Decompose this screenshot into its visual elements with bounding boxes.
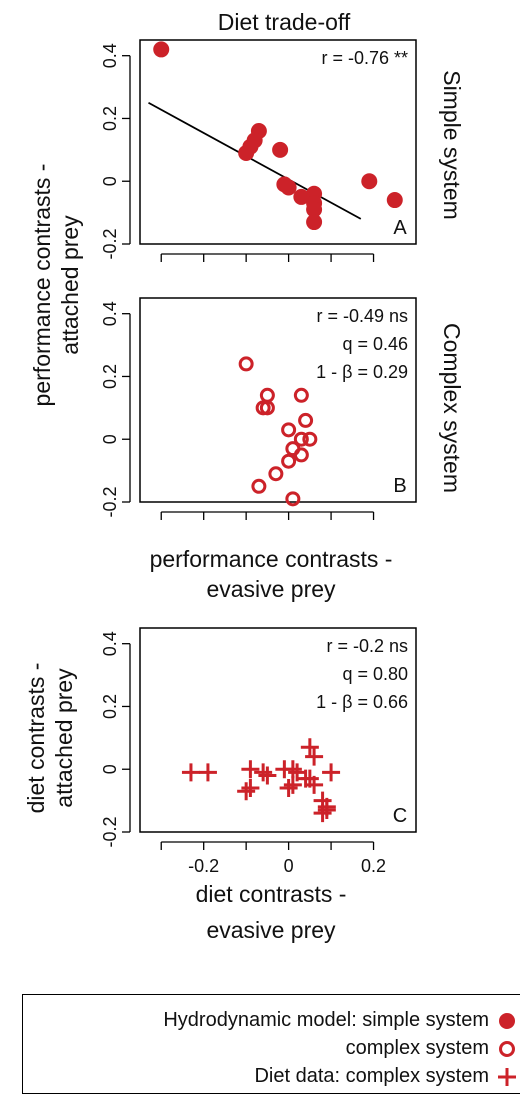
plot-frame [139,39,417,245]
regression-line [148,101,362,220]
y-tick-label: 0.4 [100,43,120,68]
data-point [298,412,314,428]
legend-row-diet: Diet data: complex system [254,1065,517,1088]
side-label-simple: Simple system [439,70,465,220]
data-point [280,179,297,196]
data-point [305,747,324,766]
panel-letter: A [393,217,407,239]
data-point [251,478,267,494]
panel-a: -0.2 0 0.2 0.4 r = -0.76 ** A [100,39,417,262]
ylabel-diet-line1: diet contrasts - [23,663,49,814]
data-point [268,466,284,482]
data-point [272,141,289,158]
data-point [293,188,310,205]
y-tick-label: 0.2 [100,106,120,131]
x-tick-label: -0.2 [188,856,219,876]
data-point [306,201,323,218]
data-point [285,491,301,507]
data-point [153,41,170,58]
data-point [293,387,309,403]
legend-plus-icon [498,1067,516,1086]
data-point [238,356,254,372]
panel-letter: C [393,805,407,827]
xlabel-diet: diet contrasts - evasive prey [196,881,347,943]
data-point [361,173,378,190]
data-point [281,422,297,438]
data-point [293,447,309,463]
side-label-complex: Complex system [439,323,465,493]
data-point [283,760,302,779]
y-tick-label: -0.2 [100,816,120,847]
legend-row-complex: complex system [346,1037,517,1060]
ylabel-diet-line2: attached prey [51,668,77,808]
plot-frame [139,627,417,833]
y-tick-label: 0.4 [100,301,120,326]
data-point [281,453,297,469]
stat-annotation: r = -0.2 ns [326,636,408,656]
plot-frame [139,297,417,503]
data-point [279,779,298,798]
stat-annotation: r = -0.49 ns [316,306,408,326]
data-point [259,400,275,416]
ylabel-performance: performance contrasts - attached prey [29,164,83,407]
stat-annotation: q = 0.46 [342,334,408,354]
ylabel-diet: diet contrasts - attached prey [23,663,77,814]
panel-letter: B [393,475,406,497]
figure-title: Diet trade-off [218,9,351,35]
y-tick-label: 0 [100,176,120,186]
y-tick-label: 0.4 [100,631,120,656]
y-tick-label: -0.2 [100,228,120,259]
legend-label-diet: Diet data: complex system [254,1065,489,1087]
legend-filled-circle-icon [499,1012,515,1029]
data-point [254,763,273,782]
data-point [317,801,336,820]
data-point [241,779,260,798]
x-tick-label: 0.2 [361,856,386,876]
data-point [238,144,255,161]
stat-annotation: 1 - β = 0.29 [316,362,408,382]
legend-box: Hydrodynamic model: simple system comple… [22,994,520,1094]
xlabel-performance-line2: evasive prey [206,576,336,602]
panel-b: -0.2 0 0.2 0.4 r = -0.49 ns q = 0.46 1 - β = 0… [100,297,417,520]
data-point [259,387,275,403]
xlabel-diet-line2: evasive prey [206,917,336,943]
legend-label-simple: Hydrodynamic model: simple system [163,1009,489,1031]
data-point [293,431,309,447]
stat-annotation: r = -0.76 ** [321,48,408,68]
data-point [300,738,319,757]
data-point [283,775,302,794]
data-point [305,775,324,794]
panel-c: -0.2 0 0.2 0.4 -0.2 0 0.2 r = -0.2 ns q = 0.80 1 … [100,627,417,876]
y-tick-label: 0.2 [100,694,120,719]
x-tick-label: 0 [284,856,294,876]
y-tick-label: 0.2 [100,364,120,389]
xlabel-performance: performance contrasts - evasive prey [150,546,393,602]
data-point [322,763,341,782]
legend-open-circle-icon [499,1040,515,1057]
stat-annotation: q = 0.80 [342,664,408,684]
data-point [181,763,200,782]
legend-label-complex: complex system [345,1037,489,1059]
data-point [198,763,217,782]
data-point [386,192,403,209]
ylabel-performance-line2: attached prey [57,215,83,355]
y-tick-label: 0 [100,764,120,774]
xlabel-performance-line1: performance contrasts - [150,546,393,572]
data-point [306,214,323,231]
ylabel-performance-line1: performance contrasts - [29,164,55,407]
y-tick-label: 0 [100,434,120,444]
stat-annotation: 1 - β = 0.66 [316,692,408,712]
data-point [258,766,277,785]
y-tick-label: -0.2 [100,486,120,517]
data-point [313,804,332,823]
data-point [241,760,260,779]
legend-row-simple: Hydrodynamic model: simple system [163,1009,517,1032]
data-point [237,782,256,801]
xlabel-diet-line1: diet contrasts - [196,881,347,907]
data-point [302,431,318,447]
figure-canvas: Diet trade-off Simple system Complex sys… [23,9,465,943]
